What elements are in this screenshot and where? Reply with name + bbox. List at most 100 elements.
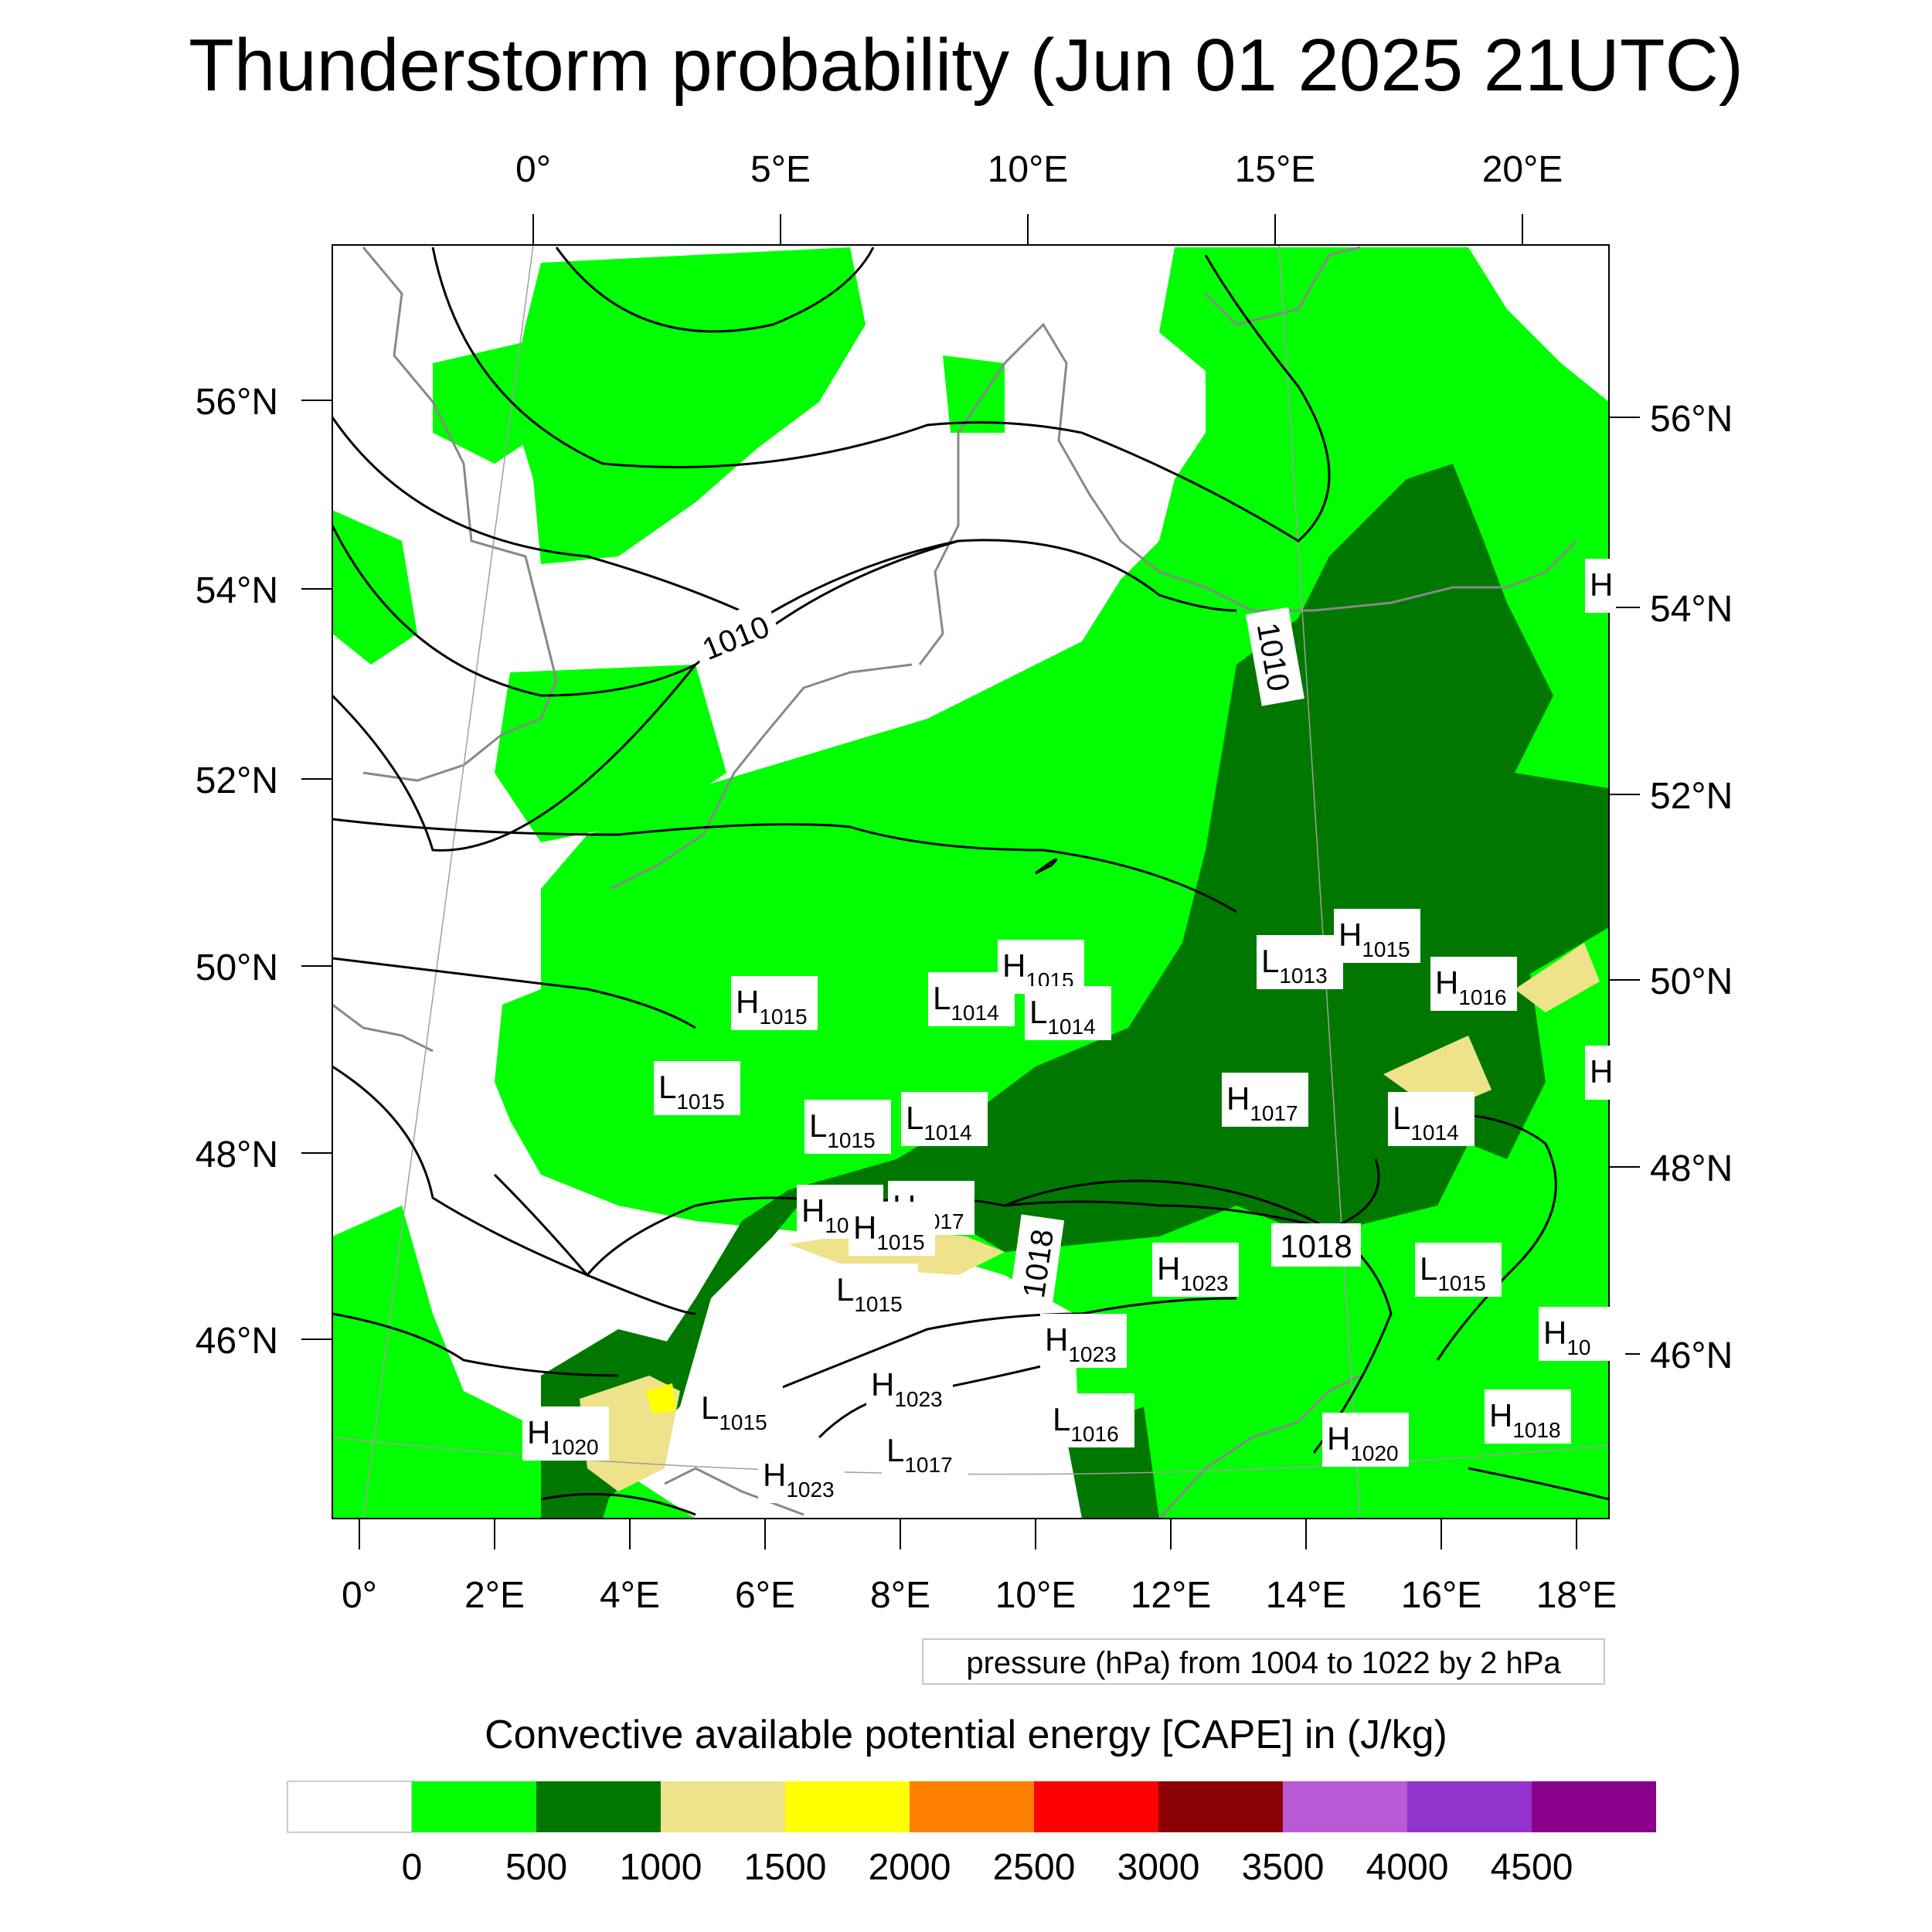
top-lon-label: 10°E (988, 149, 1069, 190)
colorbar: 0 500 1000 1500 2000 2500 3000 3500 4000 4500 (287, 1781, 1656, 1888)
map-frame (332, 244, 1610, 1519)
isobar (332, 1312, 619, 1377)
cape-area-yellow (645, 1383, 676, 1414)
isobar (1429, 1111, 1557, 1361)
pressure-center-text: H1018 (1489, 1397, 1561, 1442)
coastline-adriatic (1158, 1374, 1361, 1519)
high-pressure-label: H1020 (1322, 1413, 1409, 1467)
pressure-center-text: H1023 (1045, 1321, 1117, 1366)
high-pressure-label: H1018 (1485, 1389, 1571, 1444)
colorbar-title: Convective available potential energy [C… (485, 1713, 1447, 1757)
high-pressure-label: H10 (1539, 1307, 1625, 1361)
bottom-lon-label: 8°E (870, 1575, 930, 1616)
pressure-center-text: L1014 (933, 980, 999, 1025)
left-lat-label: 48°N (196, 1134, 278, 1175)
isobar (1004, 1179, 1393, 1454)
pressure-center-text: L1015 (1420, 1250, 1486, 1295)
isobar-label-1018-alps: 1018 (1008, 1214, 1065, 1313)
isobar (555, 247, 875, 333)
svg-text:1018: 1018 (1280, 1228, 1352, 1264)
chart-title: Thunderstorm probability (Jun 01 2025 21… (189, 24, 1743, 107)
left-lat-label: 54°N (196, 570, 278, 611)
pressure-center-text: H1015 (736, 984, 808, 1029)
coastline-denmark (918, 322, 1253, 665)
colorbar-swatch (412, 1781, 536, 1832)
high-pressure-label: H1015 (849, 1202, 935, 1256)
pressure-center-text: L1015 (836, 1271, 903, 1316)
pressure-center-text: H1016 (1435, 964, 1507, 1009)
high-pressure-label: H1023 (1040, 1314, 1127, 1368)
bottom-lon-label: 2°E (464, 1575, 525, 1616)
right-axis-labels: 56°N 54°N 52°N 50°N 48°N 46°N (1650, 399, 1733, 1376)
colorbar-swatch (287, 1781, 413, 1833)
colorbar-swatch (910, 1781, 1034, 1832)
colorbar-swatch (1283, 1781, 1407, 1832)
top-lon-label: 15°E (1235, 149, 1316, 190)
low-pressure-label: L1015 (804, 1100, 891, 1154)
top-lon-label: 0° (515, 149, 551, 190)
low-pressure-label: L1014 (1025, 986, 1111, 1040)
high-pressure-label: H1015 (731, 976, 818, 1030)
high-pressure-label: H1016 (1430, 957, 1517, 1011)
high-pressure-label: H1023 (758, 1449, 845, 1503)
cape-area-green-west-sea (433, 340, 541, 464)
colorbar-swatch (1407, 1781, 1532, 1832)
pressure-center-text: L1017 (886, 1432, 953, 1477)
cape-area-green-southwest (332, 1206, 696, 1519)
pressure-center-text: L1014 (1029, 994, 1096, 1039)
coastline-baltic (1204, 246, 1361, 326)
colorbar-tick-label: 1000 (620, 1847, 702, 1888)
graticule-0-west (362, 244, 534, 1519)
isobar (1468, 1467, 1609, 1501)
high-pressure-label: H (1585, 559, 1616, 613)
colorbar-swatch (1532, 1781, 1656, 1832)
pressure-center-text: L1013 (1261, 943, 1328, 988)
pressure-center-text: H1020 (1327, 1420, 1399, 1465)
colorbar-tick-label: 3000 (1117, 1847, 1200, 1888)
pressure-centers-layer: H1015L1014H1015L1014L1013H1015H1016L1015… (522, 559, 1625, 1503)
low-pressure-label: L1015 (1415, 1243, 1502, 1297)
colorbar-tick-label: 1500 (744, 1847, 827, 1888)
colorbar-tick-label: 0 (402, 1847, 423, 1888)
bottom-lon-label: 0° (342, 1575, 377, 1616)
bottom-lon-label: 4°E (600, 1575, 660, 1616)
high-pressure-label: H1015 (998, 940, 1084, 994)
colorbar-tick-label: 4000 (1366, 1847, 1449, 1888)
low-pressure-label: L1015 (696, 1382, 783, 1436)
pressure-center-text: H1023 (763, 1457, 835, 1502)
right-lat-label: 54°N (1650, 589, 1733, 630)
colorbar-swatch (785, 1781, 910, 1832)
low-pressure-label: L1016 (1048, 1393, 1134, 1447)
cape-area-green-lowlands (495, 665, 726, 842)
bottom-lon-label: 12°E (1131, 1575, 1212, 1616)
left-lat-label: 52°N (196, 760, 278, 801)
isobar (540, 1492, 696, 1516)
pressure-center-text: H1023 (1157, 1250, 1229, 1295)
right-lat-label: 52°N (1650, 776, 1733, 817)
isobar (332, 1065, 696, 1315)
isobar (332, 664, 697, 852)
coastline-layer (332, 246, 1578, 1519)
colorbar-tick-label: 4500 (1491, 1847, 1573, 1888)
isobar (1035, 858, 1058, 875)
coastline-uk (362, 247, 558, 782)
isobar (332, 818, 1237, 913)
right-lat-label: 48°N (1650, 1148, 1733, 1189)
left-lat-label: 56°N (196, 382, 278, 423)
right-lat-label: 50°N (1650, 961, 1733, 1002)
pressure-center-text: L1014 (906, 1100, 972, 1145)
low-pressure-label: L1014 (1388, 1092, 1475, 1146)
pressure-center-text: H (1590, 566, 1613, 603)
cape-area-green-denmark (943, 355, 1005, 433)
pressure-center-text: L1016 (1053, 1401, 1119, 1446)
coastline-bay (332, 1003, 434, 1053)
bottom-lon-label: 10°E (995, 1575, 1077, 1616)
pressure-center-text: L1015 (658, 1069, 725, 1114)
high-pressure-label: H1017 (1222, 1073, 1308, 1127)
pressure-center-text: H1015 (853, 1209, 925, 1254)
coastline-lowlands (610, 663, 913, 890)
pressure-center-text: L1015 (809, 1107, 876, 1152)
low-pressure-label: L1015 (654, 1061, 740, 1115)
coastline-poland (1252, 539, 1578, 612)
